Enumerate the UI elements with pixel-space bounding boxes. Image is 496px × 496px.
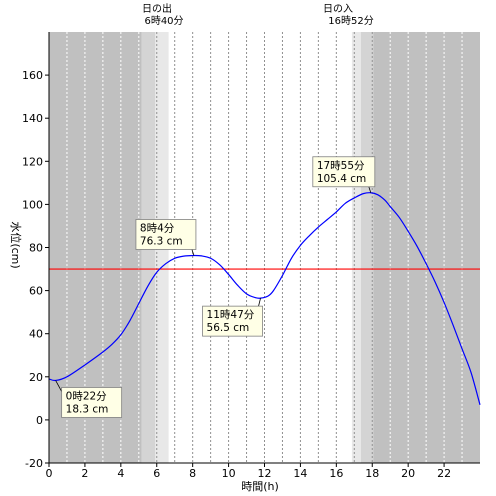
y-tick-label: 60 (29, 285, 43, 298)
x-tick-label: 8 (189, 467, 196, 480)
x-tick-label: 0 (46, 467, 53, 480)
annotation-time-label: 11時47分 (207, 309, 255, 321)
x-tick-label: 14 (293, 467, 307, 480)
y-tick-label: 40 (29, 328, 43, 341)
annotation-value-label: 105.4 cm (317, 173, 366, 185)
annotation-box (202, 305, 263, 337)
x-tick-label: 4 (117, 467, 124, 480)
series-group (48, 192, 481, 405)
x-tick-label: 18 (365, 467, 379, 480)
annotation-pointer (368, 186, 372, 193)
day-band (168, 32, 352, 463)
annotation-value-label: 56.5 cm (207, 322, 250, 334)
background-bands (49, 32, 480, 463)
y-tick-label: 160 (22, 69, 43, 82)
annotation-value-label: 76.3 cm (140, 235, 183, 247)
night-band-evening (373, 32, 480, 463)
annotation-box (312, 156, 376, 188)
y-tick-label: -20 (25, 457, 43, 470)
x-tick-label: 6 (153, 467, 160, 480)
dusk-band-outer (360, 32, 374, 463)
x-tick-label: 22 (437, 467, 451, 480)
dusk-band-inner (351, 32, 361, 463)
annotation-box (61, 387, 123, 418)
water-level-line (48, 192, 481, 405)
sunrise-time-label: 6時40分 (144, 15, 183, 27)
annotation-pointer (258, 298, 261, 307)
sunset-time-label: 16時52分 (328, 15, 373, 27)
y-tick-label: 0 (36, 414, 43, 427)
annotation-box (135, 219, 197, 250)
annotation-time-label: 0時22分 (66, 390, 108, 402)
y-tick-label: 140 (22, 112, 43, 125)
y-axis-title: 水位(cm) (9, 221, 23, 268)
annotation-value-label: 18.3 cm (66, 403, 109, 415)
x-axis-title: 時間(h) (241, 480, 279, 493)
annotation-pointer (55, 380, 62, 392)
annotation-time-label: 8時4分 (140, 222, 175, 234)
annotation-pointer (191, 249, 195, 256)
x-tick-label: 10 (222, 467, 236, 480)
y-tick-label: 120 (22, 155, 43, 168)
x-tick-label: 20 (401, 467, 415, 480)
x-tick-label: 16 (329, 467, 343, 480)
y-tick-label: 100 (22, 198, 43, 211)
annotation-time-label: 17時55分 (317, 160, 365, 172)
x-tick-label: 12 (258, 467, 272, 480)
y-tick-label: 80 (29, 242, 43, 255)
sunrise-label: 日の出 (142, 2, 172, 15)
x-tick-label: 2 (81, 467, 88, 480)
y-tick-label: 20 (29, 371, 43, 384)
sunset-label: 日の入 (323, 4, 353, 15)
